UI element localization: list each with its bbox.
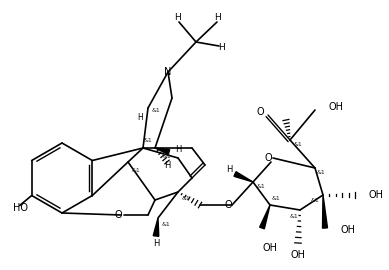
Text: &1: &1 bbox=[311, 198, 319, 204]
Text: &1: &1 bbox=[163, 154, 172, 158]
Text: N: N bbox=[164, 67, 172, 77]
Text: H: H bbox=[137, 113, 143, 123]
Text: OH: OH bbox=[291, 250, 305, 260]
Polygon shape bbox=[259, 205, 270, 229]
Text: O: O bbox=[256, 107, 264, 117]
Text: O: O bbox=[264, 153, 272, 163]
Polygon shape bbox=[322, 195, 328, 228]
Text: &1: &1 bbox=[152, 107, 160, 113]
Text: &1: &1 bbox=[257, 184, 265, 188]
Text: H: H bbox=[215, 14, 221, 22]
Text: H: H bbox=[164, 161, 170, 170]
Polygon shape bbox=[234, 172, 253, 182]
Text: OH: OH bbox=[341, 225, 356, 235]
Text: &1: &1 bbox=[272, 197, 280, 201]
Text: H: H bbox=[226, 166, 232, 174]
Text: H: H bbox=[219, 43, 225, 52]
Polygon shape bbox=[153, 218, 159, 236]
Text: OH: OH bbox=[263, 243, 277, 253]
Text: H: H bbox=[175, 14, 181, 22]
Text: &1: &1 bbox=[294, 141, 302, 147]
Text: &1: &1 bbox=[161, 221, 170, 227]
Text: &1: &1 bbox=[182, 195, 190, 201]
Text: &1: &1 bbox=[131, 167, 140, 173]
Text: OH: OH bbox=[369, 190, 384, 200]
Text: H: H bbox=[175, 144, 181, 154]
Text: &1: &1 bbox=[144, 137, 152, 143]
Text: OH: OH bbox=[329, 102, 344, 112]
Text: H: H bbox=[153, 239, 159, 248]
Text: HO: HO bbox=[13, 203, 28, 213]
Polygon shape bbox=[155, 148, 170, 154]
Text: O: O bbox=[224, 200, 232, 210]
Text: &1: &1 bbox=[290, 214, 298, 218]
Text: &1: &1 bbox=[317, 170, 325, 176]
Text: O: O bbox=[114, 210, 122, 220]
